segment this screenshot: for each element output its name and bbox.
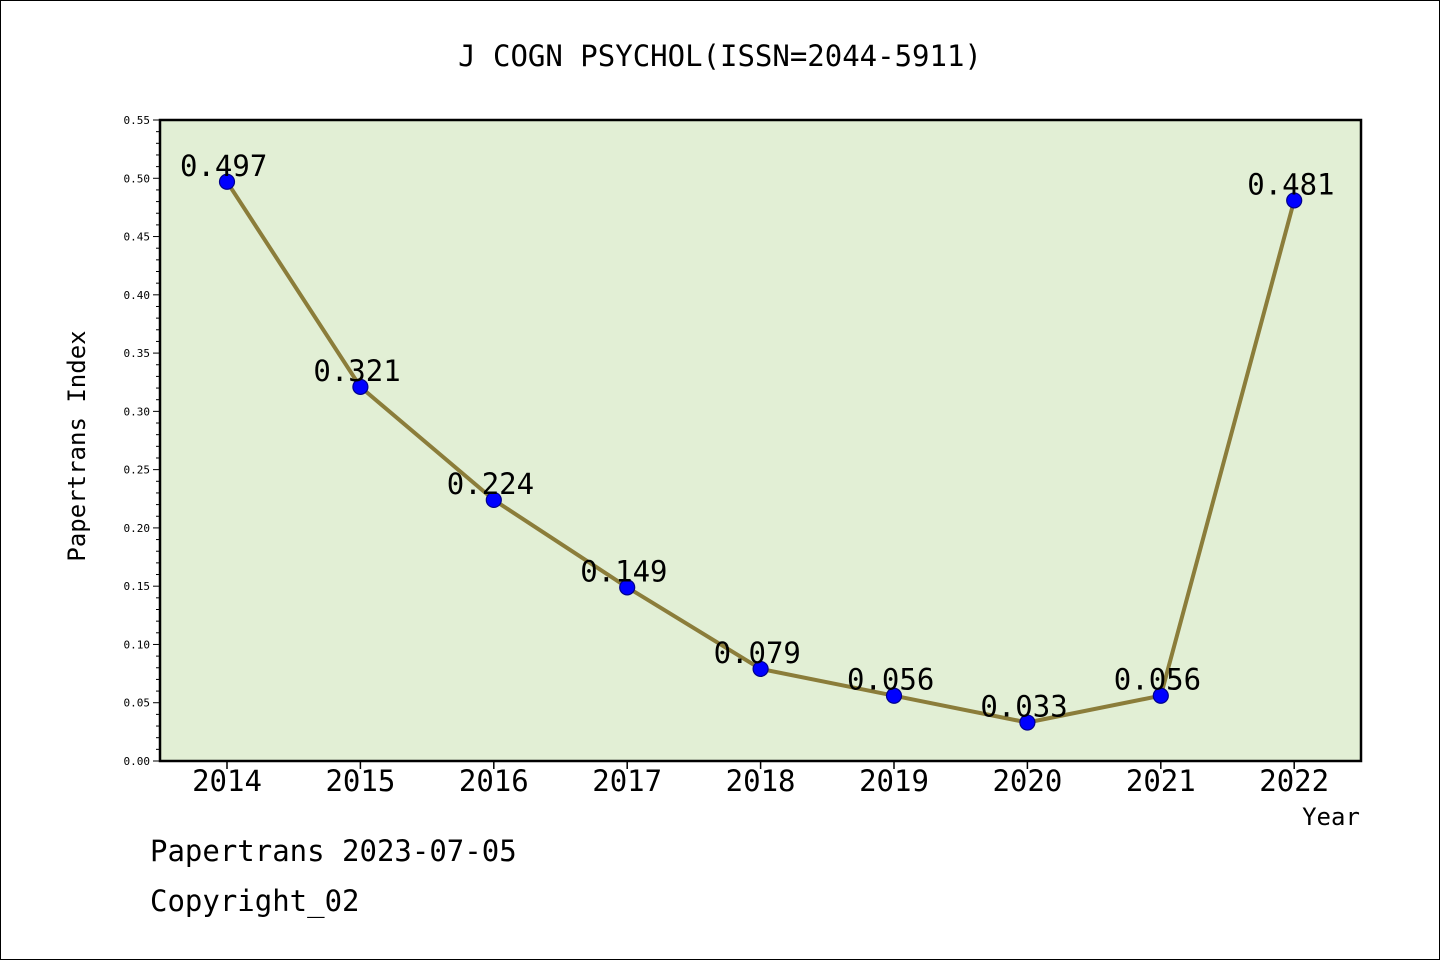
data-label: 0.497: [180, 149, 267, 183]
data-point: [1019, 714, 1036, 731]
plot-area: [160, 120, 1361, 761]
y-tick-label: 0.50: [124, 172, 151, 185]
x-tick-label: 2019: [859, 764, 929, 798]
y-tick-label: 0.30: [124, 405, 151, 418]
data-point: [619, 579, 636, 596]
x-tick-label: 2021: [1126, 764, 1196, 798]
y-tick-label: 0.05: [124, 697, 151, 710]
footer-date: Papertrans 2023-07-05: [150, 834, 517, 868]
y-tick-label: 0.10: [124, 638, 151, 651]
y-tick-label: 0.35: [124, 347, 151, 360]
y-axis-label: Papertrans Index: [63, 330, 91, 561]
data-point: [885, 687, 903, 704]
data-label: 0.056: [1114, 663, 1201, 697]
data-point: [1286, 192, 1303, 209]
data-label: 0.056: [847, 663, 934, 697]
chart-title: J COGN PSYCHOL(ISSN=2044-5911): [458, 39, 982, 73]
y-tick-label: 0.25: [124, 464, 151, 477]
data-point: [1152, 687, 1169, 704]
y-axis-tick-labels: 0.00 0.05 0.10 0.15 0.20 0.25 0.30 0.35 0.40 0.45…: [124, 114, 151, 768]
x-tick-label: 2018: [726, 764, 796, 798]
data-label: 0.224: [447, 467, 534, 501]
x-tick-label: 2020: [992, 764, 1062, 798]
x-axis-label: Year: [1302, 803, 1360, 831]
data-point: [218, 173, 236, 190]
footer-copyright: Copyright_02: [150, 884, 360, 918]
plot-border: [158, 118, 1363, 763]
y-tick-label: 0.15: [124, 580, 151, 593]
data-point: [485, 491, 502, 509]
x-tick-label: 2017: [592, 764, 662, 798]
data-point: [752, 660, 769, 678]
data-label: 0.033: [980, 690, 1067, 724]
x-axis-tick-labels: 2014 2015 2016 2017 2018 2019 2020 2021 2022: [192, 764, 1329, 798]
x-axis-ticks: [226, 761, 1295, 769]
x-tick-label: 2022: [1259, 764, 1329, 798]
y-tick-label: 0.40: [124, 289, 151, 302]
y-tick-label: 0.00: [124, 755, 151, 768]
data-label: 0.321: [313, 354, 400, 388]
y-tick-label: 0.55: [124, 114, 151, 127]
x-tick-label: 2014: [192, 764, 262, 798]
data-labels: 0.497 0.321 0.224 0.149 0.079 0.056 0.033 0.056…: [180, 149, 1335, 724]
data-label: 0.079: [714, 636, 801, 670]
y-tick-label: 0.45: [124, 231, 151, 244]
x-tick-label: 2016: [459, 764, 529, 798]
data-label: 0.149: [580, 554, 667, 588]
data-point: [352, 378, 369, 395]
data-label: 0.481: [1247, 167, 1334, 201]
series-markers: [218, 173, 1303, 731]
y-tick-label: 0.20: [124, 522, 151, 535]
x-tick-label: 2015: [325, 764, 395, 798]
